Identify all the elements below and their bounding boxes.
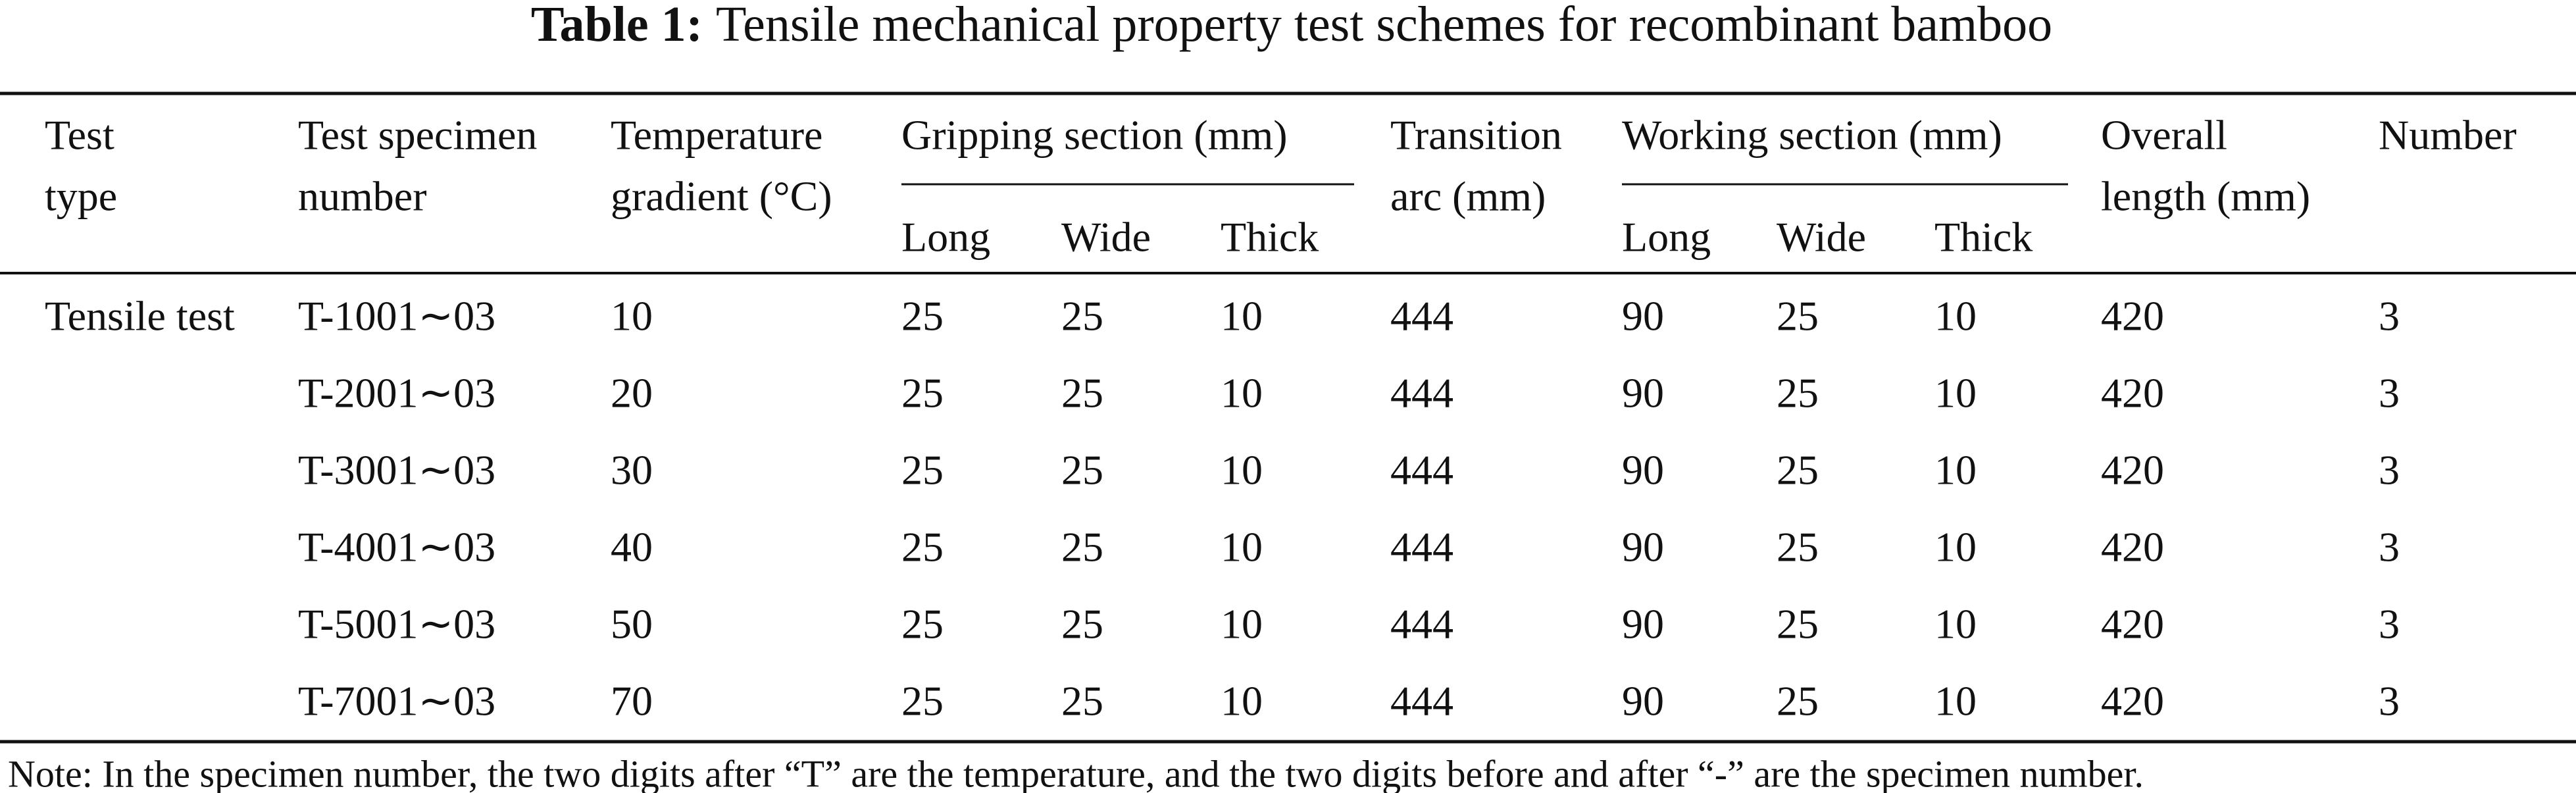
table-cell: 25 (1061, 447, 1103, 494)
header-cell: Overall (2101, 112, 2227, 159)
table-cell: 25 (901, 601, 944, 648)
table-cell: 420 (2101, 293, 2164, 340)
header-cell: Test (45, 112, 114, 159)
subheader-cell: Wide (1061, 214, 1151, 261)
table-note: Note: In the specimen number, the two di… (8, 752, 2144, 793)
table-cell: 3 (2379, 293, 2400, 340)
title-label: Table 1: (531, 0, 703, 52)
table-cell: 3 (2379, 678, 2400, 725)
table-cell: 25 (1061, 678, 1103, 725)
subheader-cell: Wide (1777, 214, 1866, 261)
header-cell: Transition (1390, 112, 1562, 159)
table-cell: 10 (1221, 601, 1263, 648)
table-cell: 10 (1934, 678, 1977, 725)
table-cell: 420 (2101, 601, 2164, 648)
table-cell: T-4001∼03 (298, 524, 495, 571)
subheader-cell: Long (901, 214, 990, 261)
table-cell: 3 (2379, 447, 2400, 494)
table-cell: 420 (2101, 370, 2164, 417)
row-group-label: Tensile test (45, 293, 235, 340)
table-cell: 25 (1061, 370, 1103, 417)
table-cell: 90 (1622, 447, 1664, 494)
table-cell: 10 (611, 293, 653, 340)
table-cell: 25 (901, 293, 944, 340)
table-cell: 420 (2101, 524, 2164, 571)
table-cell: 25 (901, 678, 944, 725)
table-cell: 3 (2379, 524, 2400, 571)
table-cell: 10 (1934, 370, 1977, 417)
header-cell: gradient (°C) (611, 173, 832, 220)
table-cell: T-5001∼03 (298, 601, 495, 648)
table-cell: 25 (1777, 447, 1819, 494)
table-cell: 50 (611, 601, 653, 648)
table-cell: 10 (1934, 524, 1977, 571)
table-cell: 90 (1622, 601, 1664, 648)
header-cell: length (mm) (2101, 173, 2310, 220)
table-cell: 90 (1622, 524, 1664, 571)
table-cell: 3 (2379, 601, 2400, 648)
table-cell: 444 (1390, 601, 1453, 648)
table-cell: 25 (1061, 293, 1103, 340)
table-cell: 25 (1061, 601, 1103, 648)
table-cell: T-2001∼03 (298, 370, 495, 417)
title-text: Tensile mechanical property test schemes… (716, 0, 2052, 52)
table-cell: 10 (1221, 370, 1263, 417)
table-cell: 10 (1934, 447, 1977, 494)
header-cell: Working section (mm) (1622, 112, 2002, 159)
table-cell: 420 (2101, 447, 2164, 494)
table-cell: 25 (901, 524, 944, 571)
table-cell: 30 (611, 447, 653, 494)
table-cell: 25 (1777, 293, 1819, 340)
table-cell: 444 (1390, 524, 1453, 571)
table-cell: 10 (1221, 524, 1263, 571)
table-cell: 25 (1777, 370, 1819, 417)
table-cell: 10 (1934, 601, 1977, 648)
table-cell: 25 (901, 447, 944, 494)
table-cell: 25 (1777, 524, 1819, 571)
header-cell: Temperature (611, 112, 822, 159)
table-cell: 10 (1221, 678, 1263, 725)
table-cell: 40 (611, 524, 653, 571)
subheader-cell: Long (1622, 214, 1711, 261)
table-cell: 10 (1221, 293, 1263, 340)
header-cell: type (45, 173, 117, 220)
table-cell: 10 (1934, 293, 1977, 340)
table-title: Table 1: Tensile mechanical property test… (531, 0, 2052, 52)
header-cell: Test specimen (298, 112, 537, 159)
table-cell: 444 (1390, 447, 1453, 494)
subheader-cell: Thick (1221, 214, 1319, 261)
table-cell: T-7001∼03 (298, 678, 495, 725)
table-cell: 420 (2101, 678, 2164, 725)
table-cell: 444 (1390, 678, 1453, 725)
table-cell: 25 (1777, 678, 1819, 725)
table-cell: 70 (611, 678, 653, 725)
header-cell: arc (mm) (1390, 173, 1546, 220)
table-cell: 444 (1390, 293, 1453, 340)
table-cell: 90 (1622, 370, 1664, 417)
header-cell: Number (2379, 112, 2517, 159)
table-cell: 20 (611, 370, 653, 417)
subheader-cell: Thick (1934, 214, 2033, 261)
table-cell: 25 (901, 370, 944, 417)
table-cell: T-3001∼03 (298, 447, 495, 494)
table-cell: 444 (1390, 370, 1453, 417)
header-cell: Gripping section (mm) (901, 112, 1288, 159)
table-cell: 10 (1221, 447, 1263, 494)
table-cell: 25 (1061, 524, 1103, 571)
table-cell: 90 (1622, 293, 1664, 340)
table-cell: 90 (1622, 678, 1664, 725)
table-cell: T-1001∼03 (298, 293, 495, 340)
header-cell: number (298, 173, 427, 220)
table-cell: 25 (1777, 601, 1819, 648)
table-cell: 3 (2379, 370, 2400, 417)
